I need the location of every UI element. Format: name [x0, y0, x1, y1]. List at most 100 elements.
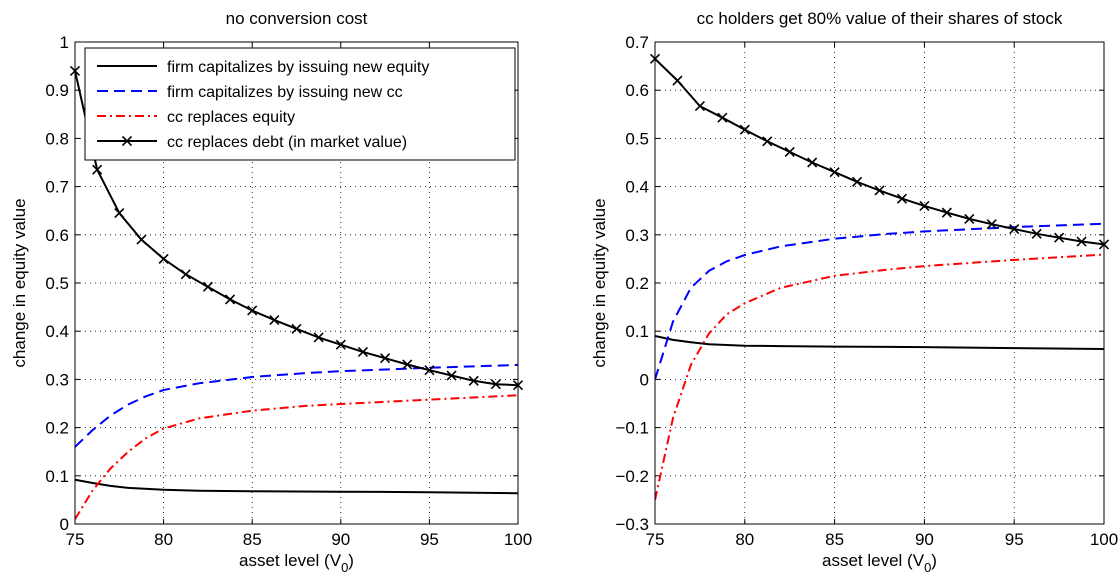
series-line-1	[75, 478, 518, 495]
legend-marker	[121, 135, 133, 147]
data-point-marker	[446, 370, 457, 381]
y-axis-label: change in equity value	[10, 198, 29, 367]
data-point-marker	[313, 332, 324, 343]
marker-stroke	[1076, 236, 1087, 247]
legend-label-2: firm capitalizes by issuing new cc	[167, 84, 403, 101]
y-tick-label: 0.5	[45, 274, 69, 293]
x-tick-label: 85	[243, 530, 262, 549]
legend-label-3: cc replaces equity	[167, 109, 295, 126]
data-point-marker	[247, 305, 258, 316]
data-point-marker	[896, 193, 908, 204]
plot-area	[655, 42, 1104, 524]
marker-stroke	[739, 124, 750, 135]
data-point-marker	[694, 101, 705, 112]
chart-left: 75 80 85 90 95 100 0 0.1 0.2 0.3 0.4 0.5 0.6 0.7 0.8 0.…	[10, 9, 532, 575]
data-point-marker	[180, 269, 191, 280]
marker-stroke	[964, 213, 975, 224]
marker-stroke	[784, 146, 795, 157]
legend-label-1: firm capitalizes by issuing new equity	[167, 59, 429, 76]
marker-stroke	[1009, 223, 1020, 235]
data-point-marker	[739, 124, 750, 135]
y-tick-label: 0.9	[45, 81, 69, 100]
chart-right: 75 80 85 90 95 100 −0.3 −0.2 −0.1 0 0.1 0.2 0.3 0.4 0.…	[590, 9, 1118, 575]
y-tick-label: 0.5	[625, 129, 649, 148]
y-tick-label: 0.6	[625, 81, 649, 100]
data-point-marker	[919, 200, 930, 211]
marker-stroke	[424, 365, 435, 376]
marker-stroke	[941, 207, 952, 218]
x-tick-label: 75	[66, 530, 85, 549]
marker-stroke	[807, 157, 818, 168]
series-line-2	[655, 222, 1104, 380]
marker-stroke	[672, 75, 683, 86]
data-point-marker	[1076, 236, 1087, 247]
data-point-marker	[202, 281, 213, 292]
x-tick-label: 85	[825, 530, 844, 549]
plot-frame	[654, 41, 1105, 525]
marker-stroke	[357, 346, 369, 357]
data-point-marker	[269, 315, 280, 326]
y-tick-label: −0.3	[615, 515, 649, 534]
y-tick-label: 0.2	[625, 274, 649, 293]
y-axis-label: change in equity value	[590, 198, 609, 367]
chart-title: cc holders get 80% value of their shares…	[697, 9, 1063, 28]
data-point-marker	[490, 379, 501, 390]
y-tick-label: −0.2	[615, 467, 649, 486]
x-axis-label-main: asset level (V	[822, 551, 925, 570]
data-point-marker	[829, 167, 840, 178]
series-line-1	[655, 335, 1104, 350]
y-tick-label: 0.2	[45, 419, 69, 438]
marker-stroke	[490, 379, 501, 390]
data-point-marker	[468, 375, 479, 386]
x-axis-label: asset level (V0)	[822, 551, 937, 575]
x-tick-label: 95	[1005, 530, 1024, 549]
x-axis-label-subscript: 0	[341, 560, 348, 575]
y-tick-label: 0	[60, 515, 69, 534]
data-point-marker	[1009, 223, 1020, 235]
marker-stroke	[92, 164, 103, 175]
y-tick-label: 0.3	[45, 370, 69, 389]
marker-stroke	[919, 200, 930, 211]
y-tick-label: 0.1	[45, 467, 69, 486]
x-tick-label: 100	[1090, 530, 1118, 549]
data-point-marker	[986, 219, 997, 230]
y-tick-label: 0.1	[625, 322, 649, 341]
marker-stroke	[1031, 228, 1042, 239]
marker-stroke	[851, 176, 863, 187]
marker-stroke	[896, 193, 908, 204]
x-axis-label-close: )	[348, 551, 354, 570]
marker-stroke	[158, 253, 169, 264]
x-tick-label: 80	[735, 530, 754, 549]
data-point-marker	[851, 176, 863, 187]
data-point-marker	[380, 353, 391, 364]
marker-stroke	[291, 323, 302, 334]
data-point-marker	[964, 213, 975, 224]
x-tick-label: 90	[915, 530, 934, 549]
marker-stroke	[1054, 232, 1065, 243]
marker-stroke	[402, 359, 413, 370]
y-tick-label: 0.3	[625, 226, 649, 245]
marker-stroke	[874, 185, 885, 196]
data-point-marker	[762, 136, 773, 147]
x-axis-label-close: )	[931, 551, 937, 570]
marker-stroke	[829, 167, 840, 178]
x-axis-label-main: asset level (V	[239, 551, 342, 570]
series-line-3	[75, 394, 518, 520]
data-point-marker	[784, 146, 795, 157]
marker-stroke	[269, 315, 280, 326]
plot-frame	[74, 41, 519, 525]
x-axis-label: asset level (V0)	[239, 551, 354, 575]
y-tick-label: 0.6	[45, 226, 69, 245]
marker-stroke	[247, 305, 258, 316]
data-point-marker	[807, 157, 818, 168]
y-tick-label: 0.7	[625, 33, 649, 52]
marker-stroke	[335, 339, 346, 350]
marker-stroke	[717, 112, 728, 123]
y-tick-label: 0.7	[45, 178, 69, 197]
marker-stroke	[313, 332, 324, 343]
data-point-marker	[402, 359, 413, 370]
data-point-marker	[335, 339, 346, 350]
data-point-marker	[1031, 228, 1042, 239]
data-point-marker	[717, 112, 728, 123]
data-point-marker	[424, 365, 435, 376]
